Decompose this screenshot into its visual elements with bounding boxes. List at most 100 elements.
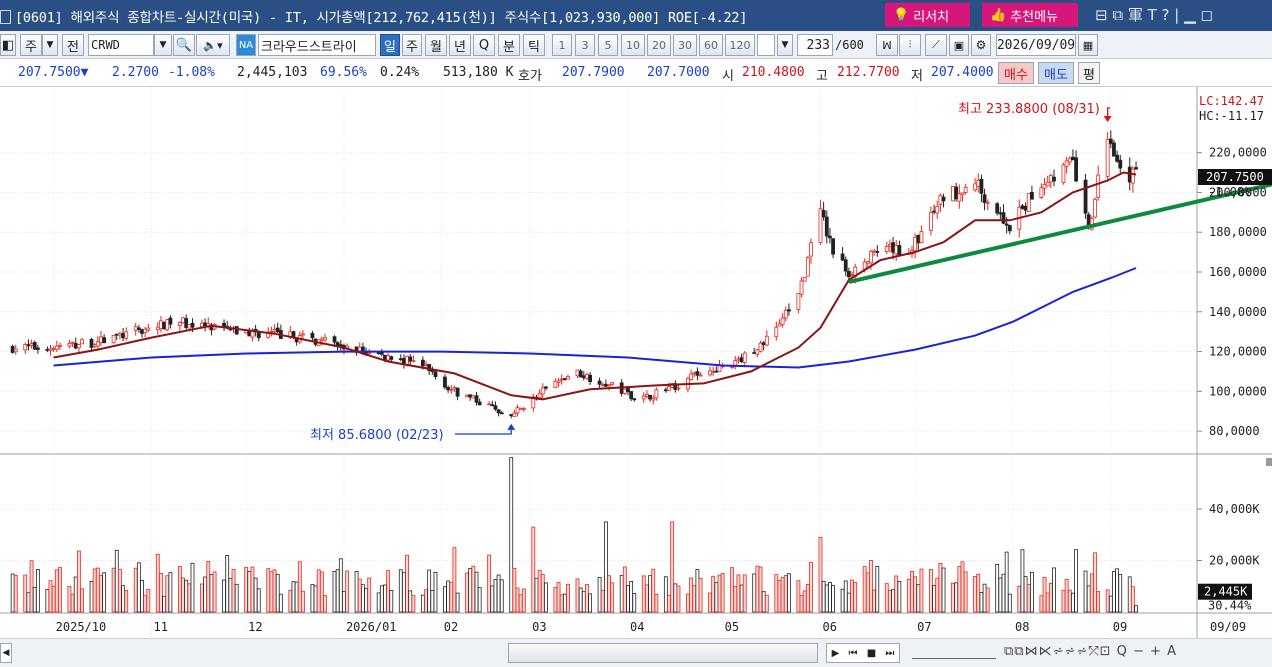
volume-bar — [777, 580, 782, 613]
line-type-icon[interactable]: ⟋ — [925, 34, 947, 56]
search-icon[interactable]: 🔍 — [173, 34, 195, 56]
chevron-down-icon[interactable]: ▼ — [42, 34, 58, 56]
candle-body — [865, 261, 870, 264]
calendar-icon[interactable]: ▦ — [1078, 34, 1098, 56]
period-month[interactable]: 월 — [425, 34, 447, 56]
grid-lines — [0, 87, 1196, 638]
gear-icon[interactable]: ⚙ — [971, 34, 991, 56]
research-button[interactable]: 💡 리서치 — [885, 3, 970, 27]
interval-input[interactable] — [757, 34, 775, 56]
drawing-tools[interactable]: ⧉⧉⋈⋉⩫⩫⩫⤱⊡ Q − + A — [1004, 644, 1177, 659]
symbol-dropdown-icon[interactable]: ▼ — [154, 34, 172, 56]
stock-chart[interactable]: 220,0000 200,0000 180,0000 160,0000 140,0000… — [0, 87, 1272, 638]
candle-body — [200, 322, 204, 328]
interval-1[interactable]: 1 — [552, 34, 572, 56]
period-week[interactable]: 주 — [402, 34, 422, 56]
interval-60[interactable]: 60 — [699, 34, 723, 56]
candle-body — [32, 342, 37, 350]
playback-controls[interactable]: ▶ ⏮ ■ ⏭ — [826, 643, 900, 663]
volume-bar — [99, 575, 103, 613]
candle-body — [963, 187, 968, 193]
interval-5[interactable]: 5 — [598, 34, 618, 56]
period-tick[interactable]: 틱 — [523, 34, 545, 56]
interval-30[interactable]: 30 — [673, 34, 697, 56]
candle-body — [99, 336, 103, 344]
candle-body — [802, 277, 807, 282]
interval-120[interactable]: 120 — [725, 34, 755, 56]
period-year[interactable]: 년 — [449, 34, 471, 56]
interval-10[interactable]: 10 — [621, 34, 645, 56]
buy-button[interactable]: 매수 — [998, 62, 1034, 84]
volume-bar — [799, 595, 804, 613]
volume-bar — [275, 573, 280, 613]
candle-body — [80, 339, 84, 345]
interval-dropdown-icon[interactable]: ▼ — [777, 34, 793, 56]
period-quarter[interactable]: Q — [473, 34, 495, 56]
save-icon[interactable]: ▣ — [949, 34, 969, 56]
low-label: 저 — [911, 69, 923, 84]
volume-bar — [626, 585, 630, 613]
volume-bars — [10, 457, 1138, 613]
candle-body — [603, 383, 608, 387]
date-input[interactable]: 2026/09/09 — [996, 34, 1076, 56]
window-controls[interactable]: ⊟ ⧉ 軍 T ? | ▁ ◻ — [1095, 6, 1213, 24]
candle-type-icon[interactable]: ꟽ — [876, 34, 898, 56]
zoom-slider[interactable] — [912, 645, 996, 659]
date-tick-label: 03 — [532, 620, 546, 634]
candle-body — [146, 327, 151, 331]
pane-resize-handle[interactable] — [1266, 458, 1272, 466]
volume-bar — [23, 574, 28, 613]
rewind-icon[interactable]: ⏮ — [848, 647, 858, 659]
hoga-label: 호가 — [518, 69, 542, 84]
candle-body — [695, 371, 700, 376]
trendline[interactable] — [848, 182, 1272, 284]
stock-name-field[interactable]: 크라우드스트라이 — [258, 34, 376, 56]
layout-icon[interactable]: ◧ — [0, 34, 16, 56]
sound-icon[interactable]: 🔈▾ — [196, 34, 230, 56]
stop-icon[interactable]: ■ — [866, 647, 877, 659]
recommend-menu-button[interactable]: 👍 추천메뉴 — [982, 3, 1078, 27]
candle-body — [1030, 192, 1034, 200]
avg-button[interactable]: 평 — [1078, 62, 1100, 84]
volume-bar — [1083, 570, 1088, 613]
interval-3[interactable]: 3 — [575, 34, 595, 56]
volume-bar — [203, 576, 208, 613]
volume-bar — [357, 578, 362, 613]
ratio-2: 0.24% — [380, 65, 420, 80]
candle-body — [651, 397, 656, 401]
candle-body — [607, 384, 611, 387]
interval-20[interactable]: 20 — [647, 34, 671, 56]
play-icon[interactable]: ▶ — [831, 647, 840, 659]
period-minute[interactable]: 분 — [498, 34, 520, 56]
candle-body — [67, 343, 72, 347]
volume-bar — [581, 591, 586, 613]
date-tick-label: 2026/01 — [346, 620, 397, 634]
main-select[interactable]: 주 — [20, 34, 42, 56]
candle-body — [181, 317, 185, 323]
candle-body — [1007, 225, 1012, 232]
zoom-controls[interactable]: Q − + A — [1116, 644, 1177, 659]
symbol-input[interactable]: CRWD — [88, 34, 154, 56]
max-arrow-head — [1103, 116, 1112, 123]
high-label: 고 — [816, 69, 828, 84]
bar-type-icon[interactable]: ⫶ — [899, 34, 921, 56]
scrollbar-thumb[interactable] — [508, 643, 818, 663]
volume-bar — [853, 582, 858, 613]
volume-bar — [1030, 571, 1034, 613]
all-select[interactable]: 전 — [62, 34, 84, 56]
volume-bar — [1023, 576, 1028, 613]
candle-body — [496, 409, 501, 414]
candle-body — [468, 394, 473, 398]
date-tick-label: 04 — [630, 620, 644, 634]
sell-button[interactable]: 매도 — [1038, 62, 1074, 84]
candle-body — [783, 309, 788, 319]
candle-body — [386, 355, 391, 361]
scroll-left-icon[interactable]: ◀ — [0, 643, 12, 663]
period-day[interactable]: 일 — [380, 34, 400, 56]
forward-icon[interactable]: ⏭ — [885, 647, 895, 659]
open-label: 시 — [722, 69, 734, 84]
bulb-icon: 💡 — [893, 7, 910, 23]
candle-body — [821, 209, 826, 218]
candle-body — [742, 352, 747, 363]
count-input[interactable]: 233 — [797, 34, 833, 56]
